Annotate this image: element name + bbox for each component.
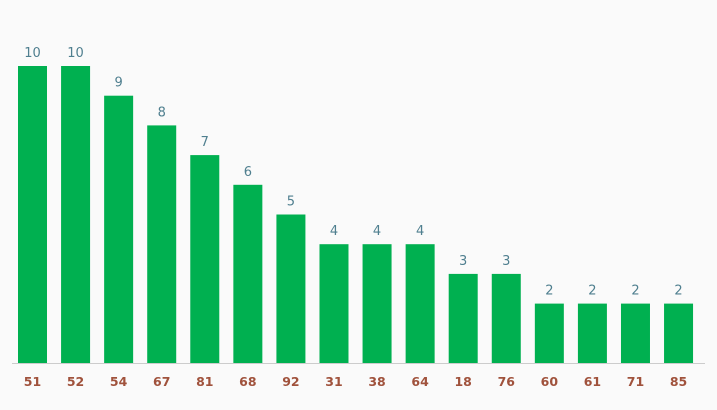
category-label-67: 67 xyxy=(153,374,170,389)
value-label-67: 8 xyxy=(158,105,166,120)
value-label-54: 9 xyxy=(114,76,122,91)
category-label-64: 64 xyxy=(411,374,429,389)
value-labels-layer: 10 10 9 8 7 6 5 4 4 4 3 3 2 2 2 2 xyxy=(24,46,682,299)
bar-81 xyxy=(190,155,220,363)
category-label-76: 76 xyxy=(498,374,516,389)
value-label-18: 3 xyxy=(459,254,467,269)
bar-64 xyxy=(405,244,435,363)
bar-71 xyxy=(620,303,650,363)
value-label-52: 10 xyxy=(67,46,84,61)
bar-38 xyxy=(362,244,392,363)
bar-68 xyxy=(233,184,263,363)
category-label-92: 92 xyxy=(282,374,299,389)
bar-18 xyxy=(448,273,478,363)
bar-61 xyxy=(577,303,607,363)
bar-92 xyxy=(276,214,306,363)
bar-85 xyxy=(664,303,694,363)
value-label-31: 4 xyxy=(330,224,338,239)
category-label-85: 85 xyxy=(670,374,687,389)
value-label-68: 6 xyxy=(244,165,252,180)
category-label-71: 71 xyxy=(627,374,644,389)
value-label-92: 5 xyxy=(287,195,295,210)
category-label-18: 18 xyxy=(454,374,471,389)
category-label-31: 31 xyxy=(325,374,342,389)
value-label-61: 2 xyxy=(588,284,596,299)
bar-60 xyxy=(534,303,564,363)
bar-54 xyxy=(104,95,134,363)
value-label-81: 7 xyxy=(201,135,209,150)
bar-52 xyxy=(61,66,91,363)
category-label-61: 61 xyxy=(584,374,601,389)
category-label-60: 60 xyxy=(541,374,559,389)
bar-51 xyxy=(18,66,47,363)
value-label-76: 3 xyxy=(502,254,510,269)
bar-67 xyxy=(147,125,177,364)
category-labels-layer: 51 52 54 67 81 68 92 31 38 64 18 76 60 61 71 85 xyxy=(24,374,687,389)
category-label-52: 52 xyxy=(67,374,84,389)
category-label-81: 81 xyxy=(196,374,213,389)
value-label-38: 4 xyxy=(373,224,381,239)
category-label-68: 68 xyxy=(239,374,256,389)
category-label-38: 38 xyxy=(368,374,385,389)
value-label-64: 4 xyxy=(416,224,424,239)
bar-76 xyxy=(491,273,521,363)
value-label-60: 2 xyxy=(545,284,553,299)
value-label-71: 2 xyxy=(631,284,639,299)
bars-layer xyxy=(18,66,694,364)
value-label-51: 10 xyxy=(24,46,41,61)
category-label-54: 54 xyxy=(110,374,128,389)
bar-31 xyxy=(319,244,349,363)
value-label-85: 2 xyxy=(674,284,682,299)
category-label-51: 51 xyxy=(24,374,41,389)
